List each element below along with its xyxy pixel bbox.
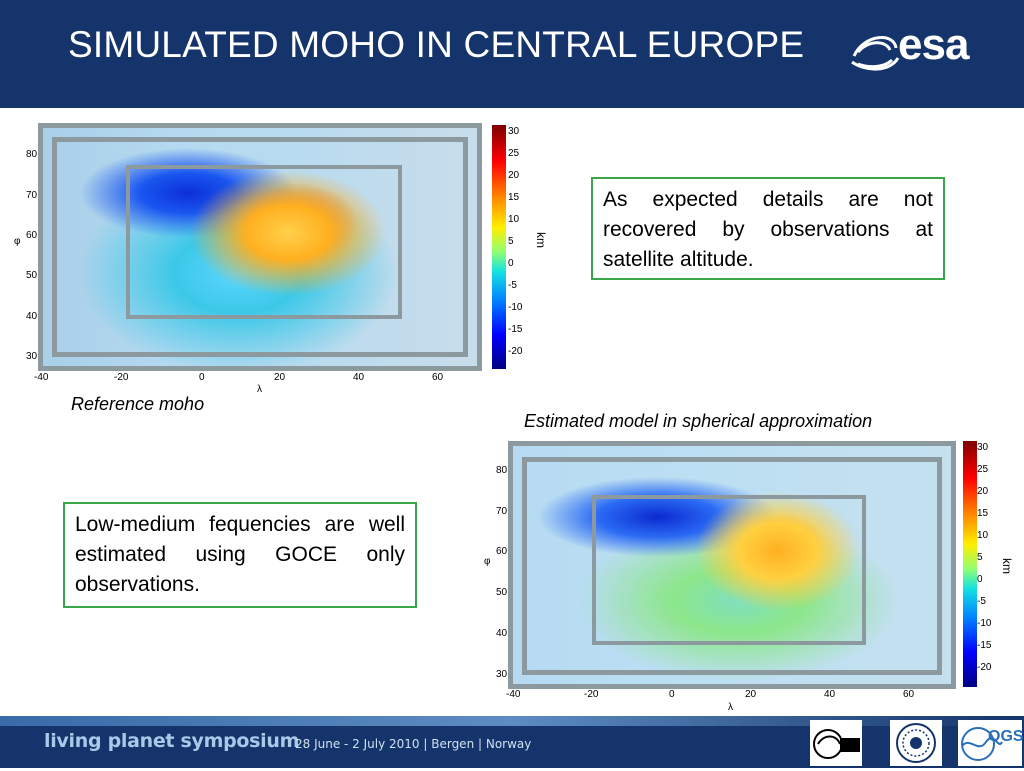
estimated-model-map [508,441,956,689]
y-tick: 60 [496,546,508,557]
y-tick: 30 [26,351,38,362]
colorbar-tick: 0 [508,258,514,269]
colorbar-tick: -15 [508,324,523,335]
reference-moho-caption: Reference moho [71,394,205,414]
colorbar-tick: 0 [977,574,983,585]
esa-swirl-icon [851,36,900,71]
y-tick: 30 [496,669,508,680]
colorbar-tick: 20 [977,486,989,497]
colorbar-unit: km [1000,558,1014,574]
x-tick: -20 [584,689,599,700]
y-tick: 80 [496,465,508,476]
ogs-logo: OGS [958,720,1024,766]
colorbar-tick: 20 [508,170,520,181]
y-tick: 40 [26,311,38,322]
estimated-model-figure: 80 70 60 50 40 30 φ -40 -20 0 20 40 60 λ… [480,436,1024,720]
colorbar-tick: 25 [508,148,520,159]
colorbar-tick: 5 [977,552,983,563]
x-axis-label: λ [728,702,733,713]
colorbar-tick: -5 [508,280,517,291]
colorbar-tick: -5 [977,596,986,607]
colorbar [963,441,977,687]
x-tick: 60 [903,689,915,700]
x-tick: -20 [114,372,129,383]
y-tick: 50 [26,270,38,281]
colorbar-tick: 10 [977,530,989,541]
y-tick: 50 [496,587,508,598]
estimated-model-caption: Estimated model in spherical approximati… [524,411,873,431]
x-tick: -40 [506,689,521,700]
x-tick: 0 [199,372,205,383]
note-details-not-recovered: As expected details are not recovered by… [591,177,945,280]
esa-logo: esa [898,20,969,69]
colorbar-tick: 5 [508,236,514,247]
y-tick: 80 [26,149,38,160]
colorbar-tick: -20 [977,662,992,673]
colorbar-tick: 10 [508,214,520,225]
colorbar-unit: km [534,232,548,248]
colorbar-tick: 30 [508,126,520,137]
goce-italy-logo [810,720,862,766]
slide-title: SIMULATED MOHO IN CENTRAL EUROPE [68,24,805,65]
colorbar-tick: 15 [508,192,520,203]
y-tick: 60 [26,230,38,241]
x-tick: 0 [669,689,675,700]
colorbar-tick: 30 [977,442,989,453]
colorbar [492,125,506,369]
ogs-logo-text: OGS [988,728,1024,745]
colorbar-tick: 15 [977,508,989,519]
symposium-dates: 28 June - 2 July 2010 | Bergen | Norway [295,737,532,751]
y-tick: 40 [496,628,508,639]
x-axis-label: λ [257,384,262,395]
y-axis-label: φ [484,556,491,567]
footer-accent-strip [0,716,1024,726]
reference-moho-figure: 80 70 60 50 40 30 φ -40 -20 0 20 40 60 λ… [10,118,550,400]
x-tick: 60 [432,372,444,383]
y-axis-label: φ [14,236,21,247]
note-low-medium-frequencies: Low-medium fequencies are well estimated… [63,502,417,608]
x-tick: 20 [745,689,757,700]
x-tick: -40 [34,372,49,383]
colorbar-tick: -10 [977,618,992,629]
y-tick: 70 [496,506,508,517]
colorbar-tick: -10 [508,302,523,313]
seal-logo [890,720,942,766]
symposium-name: living planet symposium [44,730,300,752]
x-tick: 40 [353,372,365,383]
x-tick: 20 [274,372,286,383]
colorbar-tick: -15 [977,640,992,651]
x-tick: 40 [824,689,836,700]
colorbar-tick: 25 [977,464,989,475]
reference-moho-map [38,123,482,371]
y-tick: 70 [26,190,38,201]
colorbar-tick: -20 [508,346,523,357]
